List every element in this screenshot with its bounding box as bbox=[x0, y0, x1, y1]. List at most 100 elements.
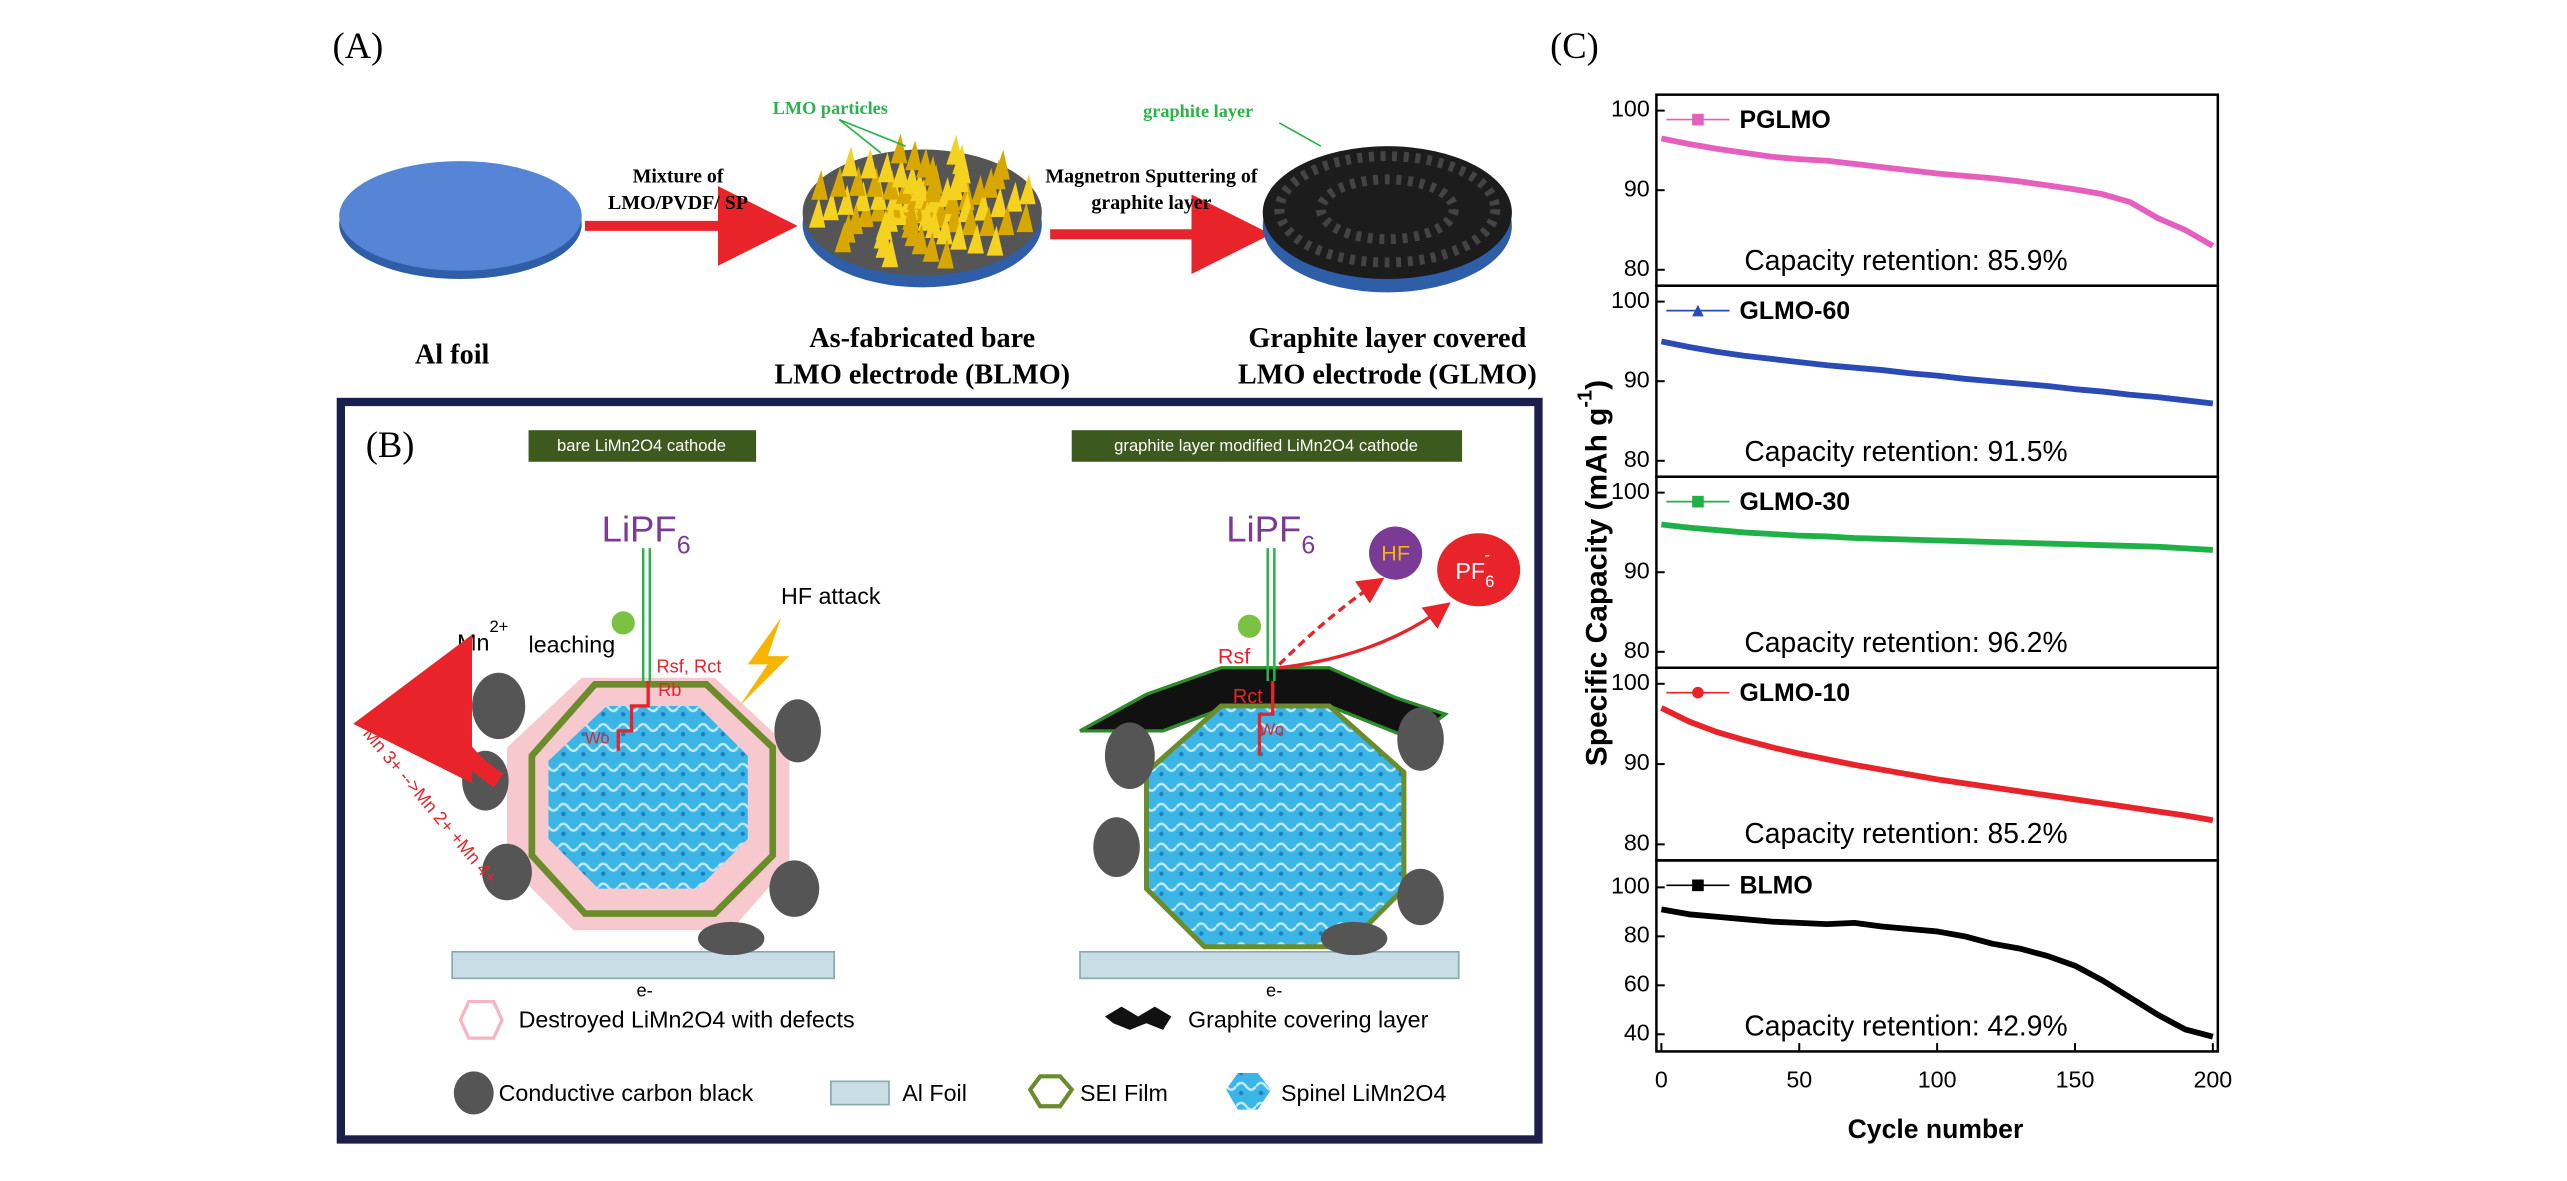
label: e- bbox=[637, 979, 653, 1000]
al-foil bbox=[339, 161, 582, 271]
spike bbox=[936, 214, 953, 245]
arrow bbox=[353, 634, 504, 788]
spike bbox=[1019, 174, 1036, 205]
y-tick-label: 80 bbox=[1624, 255, 1650, 281]
legend-label: GLMO-10 bbox=[1739, 679, 1850, 707]
text: LiPF bbox=[602, 508, 677, 549]
spike bbox=[853, 181, 871, 212]
spike bbox=[882, 169, 899, 200]
pf: PF6 - bbox=[1455, 546, 1494, 592]
y-tick-label: 80 bbox=[1624, 830, 1650, 856]
superscript: -1 bbox=[1575, 390, 1597, 408]
arrow bbox=[1279, 602, 1451, 670]
legend-marker bbox=[1692, 304, 1704, 317]
spike bbox=[890, 133, 908, 164]
legend-label: Conductive carbon black bbox=[499, 1080, 754, 1106]
y-tick-label: 80 bbox=[1624, 637, 1650, 663]
y-tick-label: 100 bbox=[1611, 478, 1650, 504]
spike bbox=[961, 205, 979, 236]
title-box bbox=[528, 430, 757, 462]
y-tick-label: 60 bbox=[1624, 970, 1650, 996]
spike bbox=[946, 134, 963, 165]
subscript: 6 bbox=[1301, 531, 1315, 559]
label: Rsf bbox=[1218, 643, 1251, 668]
annotation: Capacity retention: 96.2% bbox=[1744, 626, 2067, 658]
title-box bbox=[1071, 430, 1463, 462]
pf-ball bbox=[1437, 533, 1521, 607]
pointer bbox=[838, 118, 882, 154]
label: Wo bbox=[585, 729, 610, 748]
label: Rb bbox=[658, 679, 681, 700]
legend-icon bbox=[1027, 1074, 1075, 1109]
al-foil bbox=[1079, 950, 1460, 980]
spike bbox=[834, 222, 852, 253]
lmo-particles bbox=[808, 133, 1036, 269]
legend-icon bbox=[458, 999, 504, 1040]
spike bbox=[822, 190, 839, 221]
legend-label: Graphite covering layer bbox=[1188, 1007, 1429, 1033]
spike bbox=[830, 166, 847, 197]
annotation: Capacity retention: 42.9% bbox=[1744, 1010, 2067, 1042]
x-tick-label: 0 bbox=[1655, 1066, 1668, 1092]
spike bbox=[916, 147, 933, 178]
spike bbox=[848, 165, 866, 196]
legend-label: Al Foil bbox=[902, 1080, 967, 1106]
caption: Al foil bbox=[415, 340, 490, 371]
graphite-layer bbox=[1079, 666, 1449, 742]
texture bbox=[1315, 174, 1459, 245]
label: Rct bbox=[1233, 686, 1263, 708]
spike bbox=[993, 149, 1010, 180]
data-line bbox=[1661, 521, 2214, 553]
spike bbox=[957, 180, 975, 211]
legend-marker bbox=[1692, 879, 1704, 892]
subscript: 6 bbox=[1485, 572, 1494, 591]
legend-icon bbox=[453, 1071, 494, 1115]
spike bbox=[860, 148, 878, 179]
superscript: 2+ bbox=[489, 617, 508, 636]
annotation: Capacity retention: 85.2% bbox=[1744, 817, 2067, 849]
x-tick-label: 50 bbox=[1786, 1066, 1812, 1092]
data-line bbox=[1660, 705, 2214, 824]
data-line bbox=[1660, 906, 2214, 1040]
sei-film bbox=[528, 681, 777, 917]
caption: As-fabricated bare bbox=[809, 323, 1035, 354]
texture bbox=[1274, 151, 1501, 268]
spike bbox=[990, 187, 1008, 218]
x-axis-label: Cycle number bbox=[1848, 1114, 2024, 1144]
spike bbox=[891, 157, 909, 188]
spike bbox=[950, 219, 967, 250]
spike bbox=[979, 206, 996, 237]
text: PF bbox=[1455, 558, 1485, 584]
spike bbox=[895, 174, 913, 205]
label: Rsf, Rct bbox=[656, 656, 721, 677]
label: HF bbox=[1381, 540, 1410, 565]
label: e- bbox=[1266, 979, 1282, 1000]
arrow bbox=[1278, 577, 1385, 666]
pointer bbox=[1278, 122, 1322, 147]
note: graphite layer bbox=[1143, 101, 1253, 121]
x-tick-label: 150 bbox=[2056, 1066, 2095, 1092]
y-tick-label: 90 bbox=[1624, 749, 1650, 775]
spinel bbox=[548, 705, 748, 889]
label: Wo bbox=[1259, 720, 1284, 739]
x-tick-label: 100 bbox=[1918, 1066, 1957, 1092]
panel-label: (C) bbox=[1550, 25, 1599, 66]
spike bbox=[997, 205, 1015, 236]
y-tick-label: 40 bbox=[1624, 1019, 1650, 1045]
spike bbox=[937, 238, 954, 269]
title: graphite layer modified LiMn2O4 cathode bbox=[1114, 436, 1418, 455]
text: Mn bbox=[457, 630, 489, 656]
subscript: 6 bbox=[677, 531, 691, 559]
pointer bbox=[838, 118, 906, 147]
graphite-disk bbox=[1262, 146, 1512, 280]
note: LMO particles bbox=[773, 98, 888, 118]
spike bbox=[925, 208, 942, 238]
panel-a: (A) Al foil Mixture of LMO/PVDF/ SP LMO … bbox=[333, 25, 1537, 390]
caption: LMO electrode (GLMO) bbox=[1238, 360, 1537, 391]
legend-label: BLMO bbox=[1739, 872, 1812, 900]
step-text: graphite layer bbox=[1091, 192, 1211, 214]
spike bbox=[1005, 181, 1023, 212]
y-tick-label: 100 bbox=[1611, 872, 1650, 898]
spike bbox=[866, 166, 883, 197]
